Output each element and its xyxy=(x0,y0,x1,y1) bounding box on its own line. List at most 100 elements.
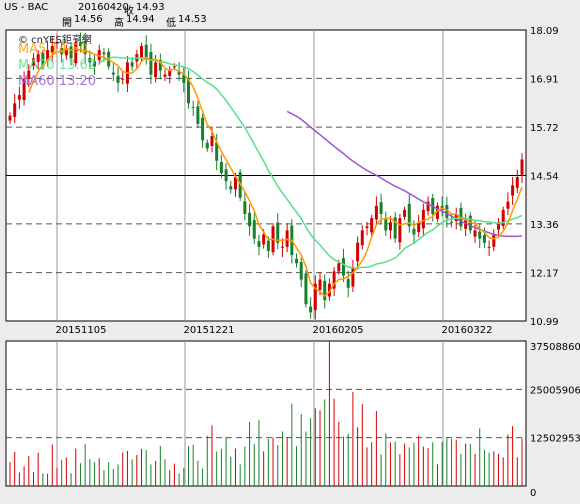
candle-body xyxy=(492,234,496,247)
candle-body xyxy=(22,78,26,101)
candle-body xyxy=(64,50,68,56)
candle-body xyxy=(144,44,148,59)
candle-body xyxy=(102,52,106,55)
candle-body xyxy=(323,280,327,301)
candle-body xyxy=(346,279,350,288)
candle-body xyxy=(266,240,270,251)
watermark: © cnYES鉅亨網 xyxy=(18,35,92,46)
low-caption: 低 xyxy=(166,18,176,29)
candle-body xyxy=(17,95,21,100)
candle-body xyxy=(384,218,388,231)
candle-body xyxy=(421,209,425,229)
high-value: 14.94 xyxy=(126,14,155,25)
candle-body xyxy=(450,221,454,223)
candle-body xyxy=(473,230,477,237)
candle-body xyxy=(88,57,92,63)
y-tick-label: 13.36 xyxy=(530,220,559,231)
candle-body xyxy=(50,45,54,53)
y-tick-label: 10.99 xyxy=(530,317,559,328)
candle-body xyxy=(215,142,219,161)
candle-body xyxy=(426,201,430,212)
candle-body xyxy=(111,72,115,75)
y-tick-label: 16.91 xyxy=(530,74,559,85)
candle-body xyxy=(374,205,378,220)
candle-body xyxy=(511,185,515,196)
candle-body xyxy=(224,169,228,182)
candle-body xyxy=(229,186,233,190)
candle-body xyxy=(435,205,439,219)
candle-body xyxy=(205,142,209,149)
candle-body xyxy=(417,222,421,233)
close-value: 14.93 xyxy=(136,2,165,13)
y-tick-label: 14.54 xyxy=(530,172,559,183)
candle-body xyxy=(36,54,40,62)
candle-body xyxy=(158,59,162,71)
candle-body xyxy=(243,201,247,215)
candle-body xyxy=(487,246,491,248)
candle-body xyxy=(262,234,266,245)
candle-body xyxy=(163,74,167,77)
x-tick-label: 20160322 xyxy=(442,325,493,336)
volume-tick-label: 0 xyxy=(530,488,536,499)
candle-body xyxy=(520,159,524,175)
x-tick-label: 20151105 xyxy=(56,325,107,336)
close-caption: 收 xyxy=(124,6,134,17)
candle-body xyxy=(46,50,50,61)
candle-body xyxy=(69,46,73,59)
candle-body xyxy=(196,106,200,124)
candle-body xyxy=(31,58,35,66)
candle-body xyxy=(116,75,120,83)
candle-body xyxy=(468,215,472,231)
open-value: 14.56 xyxy=(74,14,103,25)
candle-body xyxy=(168,70,172,76)
candle-body xyxy=(27,70,31,79)
open-caption: 開 xyxy=(62,18,72,29)
low-value: 14.53 xyxy=(178,14,207,25)
candle-body xyxy=(74,41,78,64)
candle-body xyxy=(360,230,364,246)
candle-body xyxy=(351,267,355,287)
x-tick-label: 20160205 xyxy=(313,325,364,336)
candle-body xyxy=(13,103,17,117)
candle-body xyxy=(130,62,134,67)
candle-body xyxy=(121,78,125,80)
candle-body xyxy=(506,201,510,209)
candle-body xyxy=(182,74,186,83)
high-caption: 高 xyxy=(114,18,124,29)
ma20-line xyxy=(98,56,523,270)
y-tick-label: 12.17 xyxy=(530,269,559,280)
candle-body xyxy=(393,217,397,239)
candle-body xyxy=(398,218,402,243)
candle-body xyxy=(8,115,12,121)
candle-body xyxy=(304,273,308,305)
candle-body xyxy=(497,222,501,230)
candle-body xyxy=(403,209,407,217)
ma5-legend-value: 14.30 xyxy=(50,42,88,57)
volume-tick-label: 375088600 xyxy=(530,342,580,353)
candle-body xyxy=(356,242,360,262)
candle-body xyxy=(313,283,317,310)
candle-body xyxy=(140,45,144,58)
candle-body xyxy=(191,107,195,109)
candle-body xyxy=(370,218,374,233)
candle-body xyxy=(201,117,205,141)
candle-body xyxy=(276,222,280,243)
ma5-legend: MA5 14.30 xyxy=(18,42,88,57)
candle-body xyxy=(93,61,97,67)
volume-tick-label: 250059067 xyxy=(530,385,580,396)
candle-body xyxy=(365,226,369,228)
y-tick-label: 15.72 xyxy=(530,123,559,134)
candle-body xyxy=(55,41,59,44)
candle-body xyxy=(459,207,463,227)
candle-body xyxy=(379,202,383,215)
candle-body xyxy=(252,220,256,239)
volume-panel xyxy=(5,340,527,487)
candle-body xyxy=(388,222,392,231)
candle-body xyxy=(41,52,45,67)
candle-body xyxy=(248,212,252,227)
candle-body xyxy=(342,258,346,276)
candle-body xyxy=(233,177,237,190)
ma20-legend: MA20 13.62 xyxy=(18,58,96,73)
